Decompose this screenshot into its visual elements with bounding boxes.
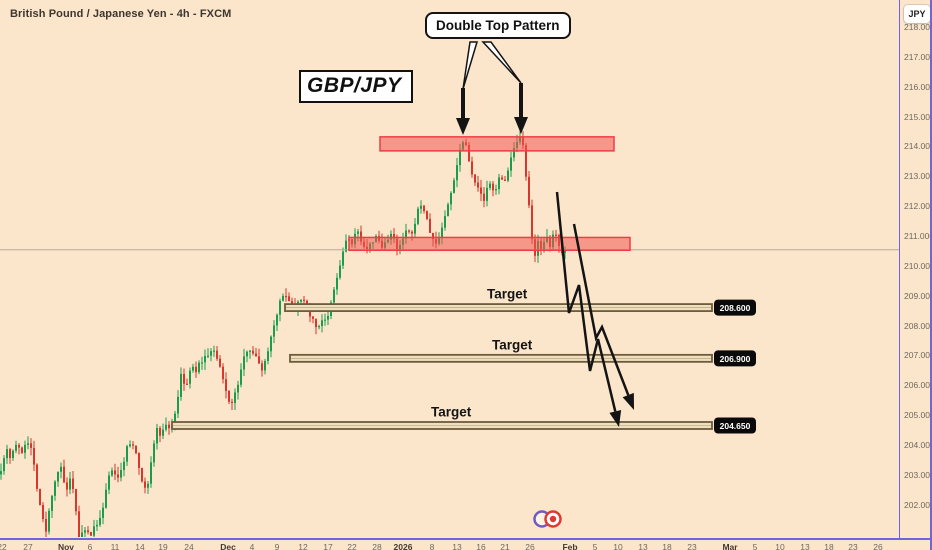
price-axis[interactable]: 218.000 217.000 216.000 215.000 214.000 213.0… — [899, 0, 930, 538]
time-tick: 19 — [158, 542, 168, 550]
time-tick: 6 — [87, 542, 93, 550]
price-tick: 215.000 — [904, 111, 932, 122]
target-lines[interactable]: 208.600 Target 206.900 Target 204.650 Target — [171, 287, 756, 434]
price-tick: 212.000 — [904, 201, 932, 212]
price-tick: 206.000 — [904, 380, 932, 391]
price-tick: 204.000 — [904, 439, 932, 450]
time-tick: 11 — [110, 542, 120, 550]
price-tick: 207.000 — [904, 350, 932, 361]
time-tick: 17 — [323, 542, 333, 550]
time-tick: 22 — [347, 542, 357, 550]
time-tick: 13 — [638, 542, 648, 550]
svg-text:Target: Target — [492, 337, 533, 352]
time-tick: 27 — [23, 542, 33, 550]
pair-label[interactable]: GBP/JPY — [299, 70, 413, 103]
svg-text:Target: Target — [431, 404, 472, 419]
time-tick: 13 — [800, 542, 810, 550]
svg-text:206.900: 206.900 — [720, 354, 751, 364]
price-tick: 213.000 — [904, 171, 932, 182]
time-tick: 23 — [848, 542, 858, 550]
price-tick: 209.000 — [904, 290, 932, 301]
time-axis[interactable]: 22 27 Nov 6 11 14 19 24 Dec 4 9 12 17 22 28 2026 8 13 16 21… — [0, 538, 930, 550]
time-tick: 5 — [752, 542, 758, 550]
time-tick: 2026 — [393, 542, 413, 550]
price-tick: 203.000 — [904, 469, 932, 480]
time-tick: 21 — [500, 542, 510, 550]
time-tick: 13 — [452, 542, 462, 550]
time-tick: 18 — [824, 542, 834, 550]
svg-text:204.650: 204.650 — [720, 421, 751, 431]
time-tick: 24 — [184, 542, 194, 550]
time-tick: 8 — [429, 542, 435, 550]
candles — [0, 130, 566, 537]
supply-zones[interactable] — [348, 136, 631, 252]
time-tick: 10 — [775, 542, 785, 550]
time-tick: 28 — [372, 542, 382, 550]
price-tick: 208.000 — [904, 320, 932, 331]
drawing-annotations[interactable] — [456, 41, 634, 427]
watermark-logo-icon — [533, 510, 562, 528]
time-tick: 22 — [0, 542, 7, 550]
price-tick: 202.000 — [904, 499, 932, 510]
time-tick: 16 — [476, 542, 486, 550]
time-tick: 18 — [662, 542, 672, 550]
time-tick: Feb — [562, 542, 578, 550]
time-tick: Nov — [57, 542, 75, 550]
time-tick: 10 — [613, 542, 623, 550]
time-tick: 14 — [135, 542, 145, 550]
time-tick: 23 — [687, 542, 697, 550]
time-tick: Mar — [722, 542, 738, 550]
time-tick: 26 — [525, 542, 535, 550]
time-tick: 4 — [249, 542, 255, 550]
price-tick: 211.000 — [904, 230, 932, 241]
price-tick: 218.000 — [904, 22, 932, 32]
price-tick: 214.000 — [904, 141, 932, 152]
price-tick: 205.000 — [904, 410, 932, 421]
svg-text:Target: Target — [487, 287, 528, 302]
symbol-title: British Pound / Japanese Yen - 4h - FXCM — [10, 8, 232, 20]
pattern-callout[interactable]: Double Top Pattern — [425, 12, 571, 39]
time-tick: 9 — [274, 542, 280, 550]
time-tick: 12 — [298, 542, 308, 550]
time-tick: 26 — [873, 542, 883, 550]
time-tick: Dec — [220, 542, 236, 550]
price-tick: 210.000 — [904, 260, 932, 271]
time-tick: 5 — [592, 542, 598, 550]
price-tick: 217.000 — [904, 51, 932, 62]
price-tick: 216.000 — [904, 81, 932, 92]
svg-text:208.600: 208.600 — [720, 303, 751, 313]
currency-button[interactable]: JPY — [904, 5, 930, 23]
